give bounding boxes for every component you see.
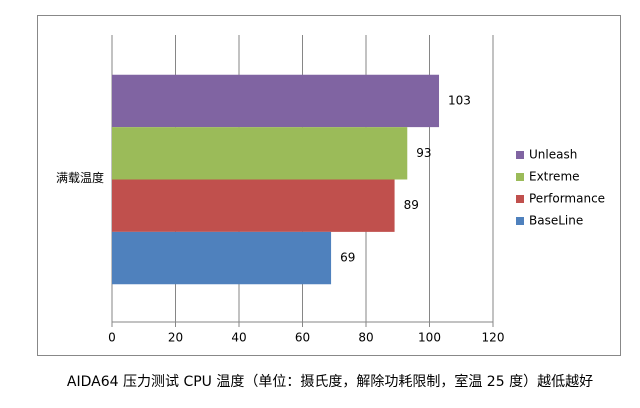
bar [112, 179, 395, 232]
caption: AIDA64 压力测试 CPU 温度（单位：摄氏度，解除功耗限制，室温 25 度… [67, 373, 593, 390]
legend-label: Unleash [529, 148, 577, 162]
data-label: 69 [340, 251, 355, 265]
x-tick-label: 20 [168, 331, 183, 345]
legend-swatch [516, 217, 524, 225]
x-tick-label: 100 [418, 331, 441, 345]
bar [112, 231, 332, 285]
legend-label: Extreme [529, 170, 580, 184]
x-tick-label: 60 [295, 331, 310, 345]
x-tick-label: 0 [108, 331, 116, 345]
data-label: 93 [416, 146, 431, 160]
x-tick-label: 120 [482, 331, 505, 345]
legend-swatch [516, 173, 524, 181]
data-label: 103 [448, 93, 471, 107]
y-tick-label: 满载温度 [56, 170, 104, 185]
bar [112, 74, 440, 128]
x-tick-label: 40 [231, 331, 246, 345]
data-label: 89 [404, 198, 419, 212]
legend-swatch [516, 151, 524, 159]
legend-swatch [516, 195, 524, 203]
legend-label: Performance [529, 192, 605, 206]
bar [112, 127, 408, 180]
legend-label: BaseLine [529, 214, 583, 228]
x-tick-label: 80 [358, 331, 373, 345]
